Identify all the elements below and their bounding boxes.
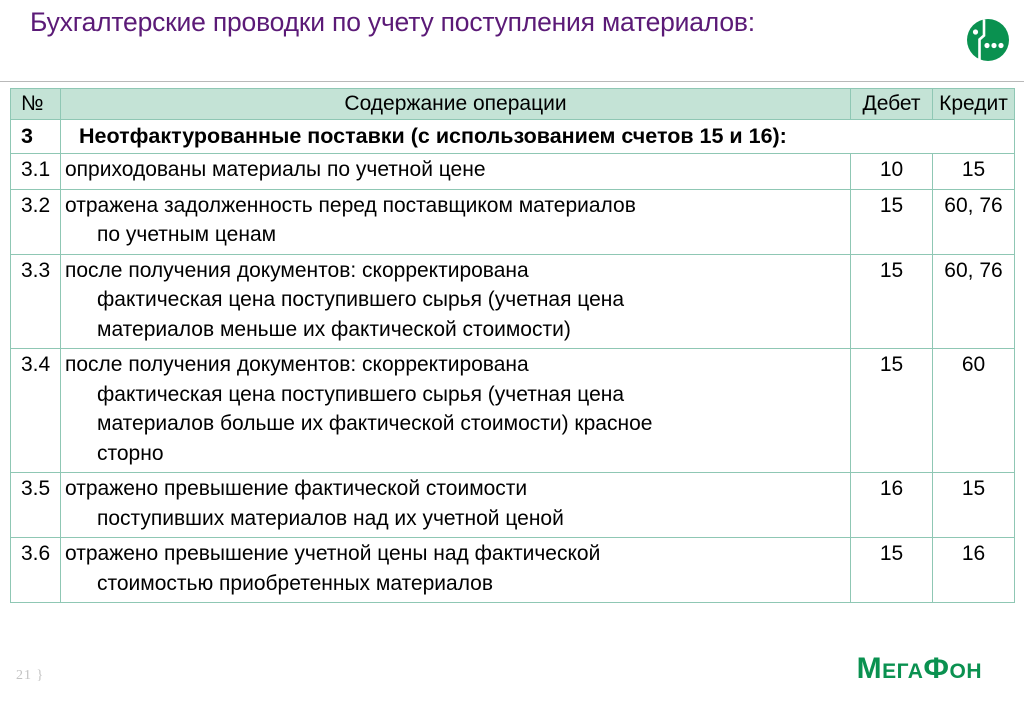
page-title: Бухгалтерские проводки по учету поступле… <box>30 7 755 37</box>
row-credit: 15 <box>932 472 1015 538</box>
row-number: 3.6 <box>10 537 61 603</box>
row-description: отражена задолженность перед поставщиком… <box>60 188 851 255</box>
row-number: 3.5 <box>10 472 61 538</box>
table-header-row: № Содержание операции Дебет Кредит <box>10 88 1015 120</box>
row-description: оприходованы материалы по учетной цене <box>60 153 851 190</box>
section-row: 3 Неотфактурованные поставки (с использо… <box>10 119 1015 154</box>
slide-header: Бухгалтерские проводки по учету поступле… <box>0 0 1024 84</box>
row-description: отражено превышение фактической стоимост… <box>60 472 851 538</box>
description-line: отражена задолженность перед поставщиком… <box>65 193 636 217</box>
row-debit: 15 <box>850 537 933 603</box>
row-debit: 10 <box>850 153 933 190</box>
row-description: после получения документов: скорректиров… <box>60 348 851 473</box>
megafon-wordmark: МегаФон <box>856 652 982 685</box>
title-divider <box>0 81 1024 82</box>
column-header-no: № <box>10 88 61 120</box>
row-debit: 16 <box>850 472 933 538</box>
row-number: 3.4 <box>10 348 61 473</box>
row-credit: 60, 76 <box>932 188 1015 255</box>
row-debit: 15 <box>850 188 933 255</box>
table-row: 3.1 оприходованы материалы по учетной це… <box>10 153 1015 190</box>
description-line: фактическая цена поступившего сырья (уче… <box>97 382 625 406</box>
row-number: 3.2 <box>10 188 61 255</box>
description-line: отражено превышение фактической стоимост… <box>65 477 528 500</box>
column-header-debit: Дебет <box>850 88 933 120</box>
table-row: 3.2 отражена задолженность перед поставщ… <box>10 188 1015 255</box>
row-credit: 16 <box>932 537 1015 603</box>
description-line: оприходованы материалы по учетной цене <box>65 158 486 181</box>
row-credit: 60, 76 <box>932 253 1015 349</box>
description-line: стоимостью приобретенных материалов <box>97 571 494 595</box>
table-row: 3.6 отражено превышение учетной цены над… <box>10 537 1015 603</box>
description-line: материалов меньше их фактической стоимос… <box>97 317 571 341</box>
column-header-description: Содержание операции <box>60 88 851 120</box>
description-line: фактическая цена поступившего сырья (уче… <box>97 288 625 311</box>
row-number: 3.3 <box>10 253 61 349</box>
description-line: поступивших материалов над их учетной це… <box>97 506 564 530</box>
description-line: по учетным ценам <box>97 223 277 246</box>
column-header-credit: Кредит <box>932 88 1015 120</box>
row-debit: 15 <box>850 253 933 349</box>
description-line: после получения документов: скорректиров… <box>65 258 529 282</box>
row-credit: 15 <box>932 153 1015 190</box>
accounting-entries-table: № Содержание операции Дебет Кредит 3 Нео… <box>10 88 1015 603</box>
page-number: 21 } <box>16 668 45 683</box>
row-credit: 60 <box>932 348 1015 473</box>
row-description: отражено превышение учетной цены над фак… <box>60 537 851 603</box>
row-debit: 15 <box>850 348 933 473</box>
row-number: 3.1 <box>10 153 61 190</box>
description-line: после получения документов: скорректиров… <box>65 353 529 376</box>
description-line: отражено превышение учетной цены над фак… <box>65 542 601 565</box>
description-line: материалов больше их фактической стоимос… <box>97 412 653 435</box>
table-row: 3.5 отражено превышение фактической стои… <box>10 472 1015 538</box>
table-row: 3.4 после получения документов: скоррект… <box>10 348 1015 473</box>
description-line: сторно <box>97 441 164 465</box>
megafon-emblem-icon <box>964 16 1012 64</box>
row-description: после получения документов: скорректиров… <box>60 253 851 349</box>
section-title: Неотфактурованные поставки (с использова… <box>60 119 1015 154</box>
section-number: 3 <box>10 119 61 154</box>
table-row: 3.3 после получения документов: скоррект… <box>10 253 1015 349</box>
